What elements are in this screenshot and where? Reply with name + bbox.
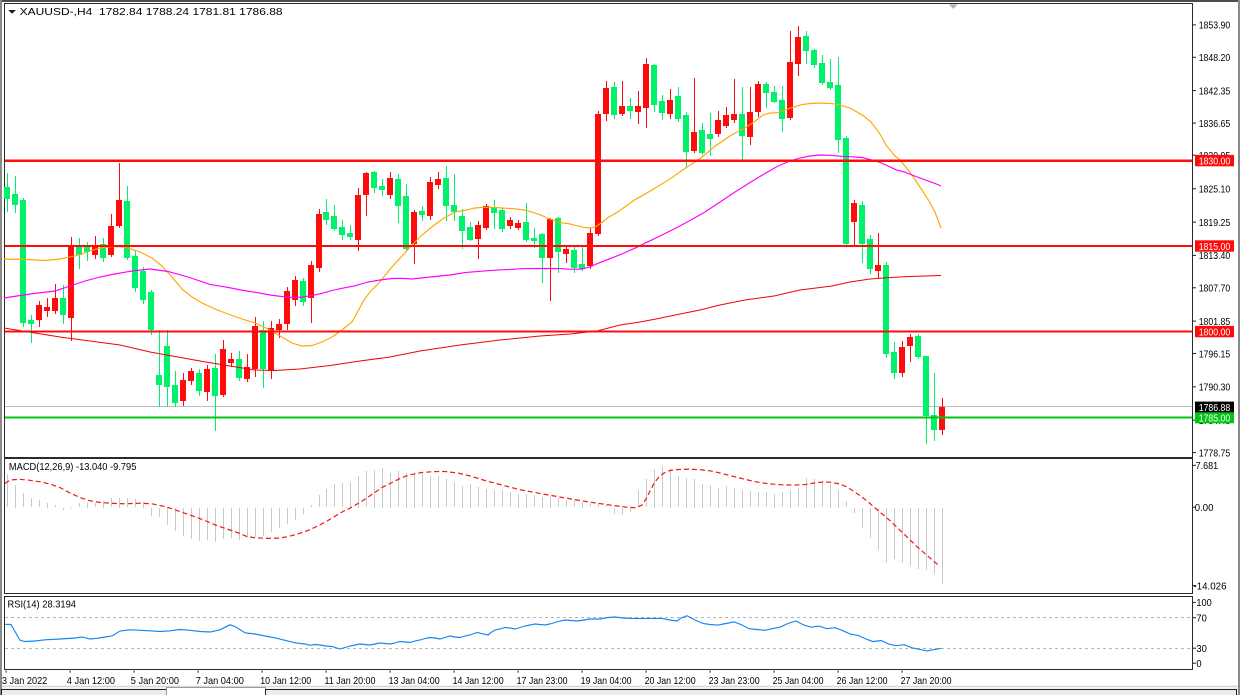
svg-text:23 Jan 23:00: 23 Jan 23:00 xyxy=(709,676,760,687)
svg-text:19 Jan 04:00: 19 Jan 04:00 xyxy=(581,676,632,687)
svg-text:1807.70: 1807.70 xyxy=(1199,284,1231,295)
svg-text:1815.00: 1815.00 xyxy=(1199,242,1231,253)
svg-text:14 Jan 12:00: 14 Jan 12:00 xyxy=(453,676,504,687)
svg-text:5 Jan 20:00: 5 Jan 20:00 xyxy=(131,676,179,687)
svg-text:30: 30 xyxy=(1196,644,1207,655)
svg-text:20 Jan 12:00: 20 Jan 12:00 xyxy=(645,676,696,687)
svg-text:1801.85: 1801.85 xyxy=(1199,317,1231,328)
svg-text:7 Jan 04:00: 7 Jan 04:00 xyxy=(196,676,244,687)
svg-text:0.00: 0.00 xyxy=(1195,503,1214,514)
svg-text:1790.30: 1790.30 xyxy=(1199,383,1231,394)
svg-text:RSI(14) 28.3194: RSI(14) 28.3194 xyxy=(8,600,77,611)
svg-text:100: 100 xyxy=(1196,598,1212,609)
svg-text:1842.35: 1842.35 xyxy=(1199,86,1231,97)
svg-text:-14.026: -14.026 xyxy=(1194,581,1227,592)
svg-text:1800.00: 1800.00 xyxy=(1199,327,1231,338)
svg-text:11 Jan 20:00: 11 Jan 20:00 xyxy=(325,676,376,687)
svg-text:25 Jan 04:00: 25 Jan 04:00 xyxy=(773,676,824,687)
svg-text:26 Jan 12:00: 26 Jan 12:00 xyxy=(837,676,888,687)
svg-text:1830.00: 1830.00 xyxy=(1199,156,1231,167)
svg-text:1836.65: 1836.65 xyxy=(1199,119,1231,130)
svg-text:27 Jan 20:00: 27 Jan 20:00 xyxy=(901,676,952,687)
svg-text:17 Jan 23:00: 17 Jan 23:00 xyxy=(517,676,568,687)
svg-text:1786.88: 1786.88 xyxy=(1199,403,1231,414)
svg-text:MACD(12,26,9) -13.040 -9.795: MACD(12,26,9) -13.040 -9.795 xyxy=(9,462,137,473)
svg-text:0: 0 xyxy=(1196,659,1201,670)
svg-text:10 Jan 12:00: 10 Jan 12:00 xyxy=(260,676,311,687)
svg-text:3 Jan 2022: 3 Jan 2022 xyxy=(2,676,48,687)
svg-text:1853.90: 1853.90 xyxy=(1199,21,1231,32)
svg-text:XAUUSD-,H4 1782.84 1788.24 17: XAUUSD-,H4 1782.84 1788.24 1781.81 1786.… xyxy=(20,7,283,18)
svg-text:1825.10: 1825.10 xyxy=(1199,185,1231,196)
svg-text:7.681: 7.681 xyxy=(1196,461,1219,472)
svg-text:1785.00: 1785.00 xyxy=(1199,414,1231,425)
svg-text:1778.75: 1778.75 xyxy=(1199,448,1231,459)
svg-text:70: 70 xyxy=(1196,614,1207,625)
svg-text:4 Jan 12:00: 4 Jan 12:00 xyxy=(67,676,115,687)
svg-text:1796.15: 1796.15 xyxy=(1199,349,1231,360)
svg-text:13 Jan 04:00: 13 Jan 04:00 xyxy=(389,676,440,687)
svg-text:1819.25: 1819.25 xyxy=(1199,218,1231,229)
svg-text:1848.20: 1848.20 xyxy=(1199,53,1231,64)
svg-text:1813.40: 1813.40 xyxy=(1199,251,1231,262)
